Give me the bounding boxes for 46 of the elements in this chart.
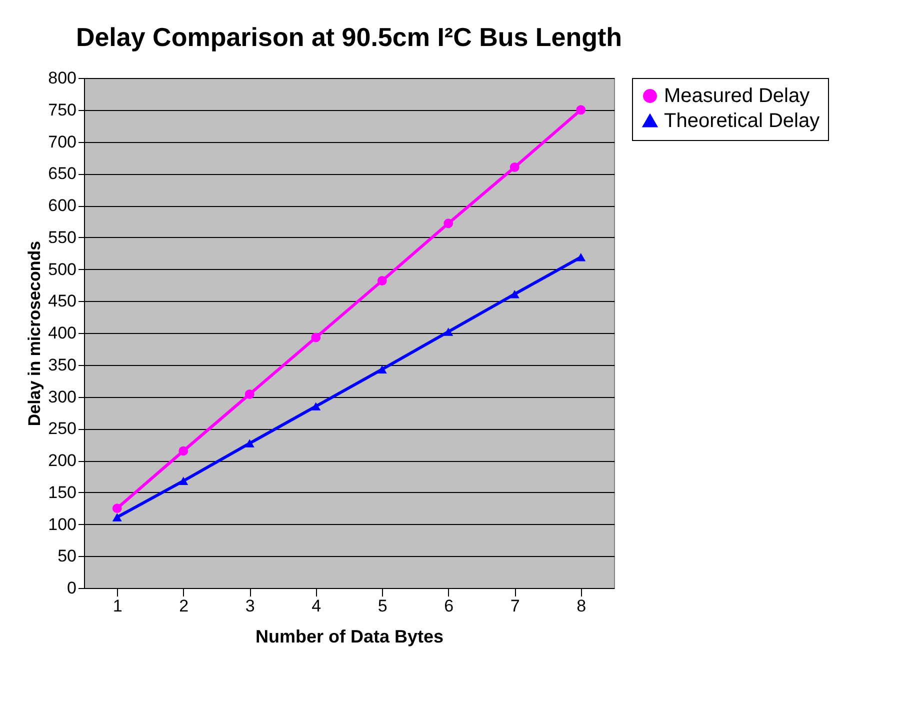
point <box>576 253 586 262</box>
x-tick-label: 5 <box>378 596 388 616</box>
y-tick-label: 600 <box>48 196 76 215</box>
y-tick-label: 550 <box>48 228 76 247</box>
y-tick-label: 0 <box>67 578 76 598</box>
y-tick-label: 750 <box>48 100 76 120</box>
y-tick-label: 350 <box>48 355 76 374</box>
point <box>178 446 188 456</box>
y-tick-label: 50 <box>58 546 76 566</box>
legend-label: Measured Delay <box>664 85 810 107</box>
x-tick-label: 8 <box>576 596 586 616</box>
y-tick-label: 300 <box>48 387 76 406</box>
y-tick-label: 250 <box>48 419 76 438</box>
x-tick-label: 6 <box>444 596 454 616</box>
point <box>377 365 387 374</box>
y-tick-label: 100 <box>48 514 76 534</box>
x-tick-label: 1 <box>112 596 122 616</box>
point <box>244 389 254 399</box>
x-tick-label: 7 <box>510 596 520 616</box>
point <box>510 290 520 298</box>
y-tick-label: 450 <box>48 292 76 311</box>
chart-title: Delay Comparison at 90.5cm I²C Bus Length <box>76 22 622 52</box>
y-tick-label: 650 <box>48 164 76 184</box>
point <box>112 504 122 514</box>
point <box>311 332 321 342</box>
legend-label: Theoretical Delay <box>664 110 820 132</box>
x-tick-label: 2 <box>179 596 189 616</box>
y-tick-label: 800 <box>48 68 76 88</box>
y-tick-label: 700 <box>48 132 76 152</box>
y-tick-label: 500 <box>48 260 76 279</box>
x-tick-label: 4 <box>312 596 322 616</box>
point <box>178 476 188 486</box>
x-tick-label: 3 <box>245 596 255 616</box>
point <box>576 105 586 115</box>
point <box>444 328 454 336</box>
point <box>510 162 520 172</box>
point <box>311 402 321 410</box>
point <box>444 218 454 228</box>
point <box>112 513 122 522</box>
y-axis-title: Delay in microseconds <box>25 240 44 426</box>
y-tick-label: 150 <box>48 482 76 502</box>
point <box>244 439 254 448</box>
x-axis-title: Number of Data Bytes <box>255 626 444 646</box>
y-tick-label: 200 <box>48 451 76 470</box>
point <box>377 276 387 286</box>
y-tick-label: 400 <box>48 324 76 342</box>
